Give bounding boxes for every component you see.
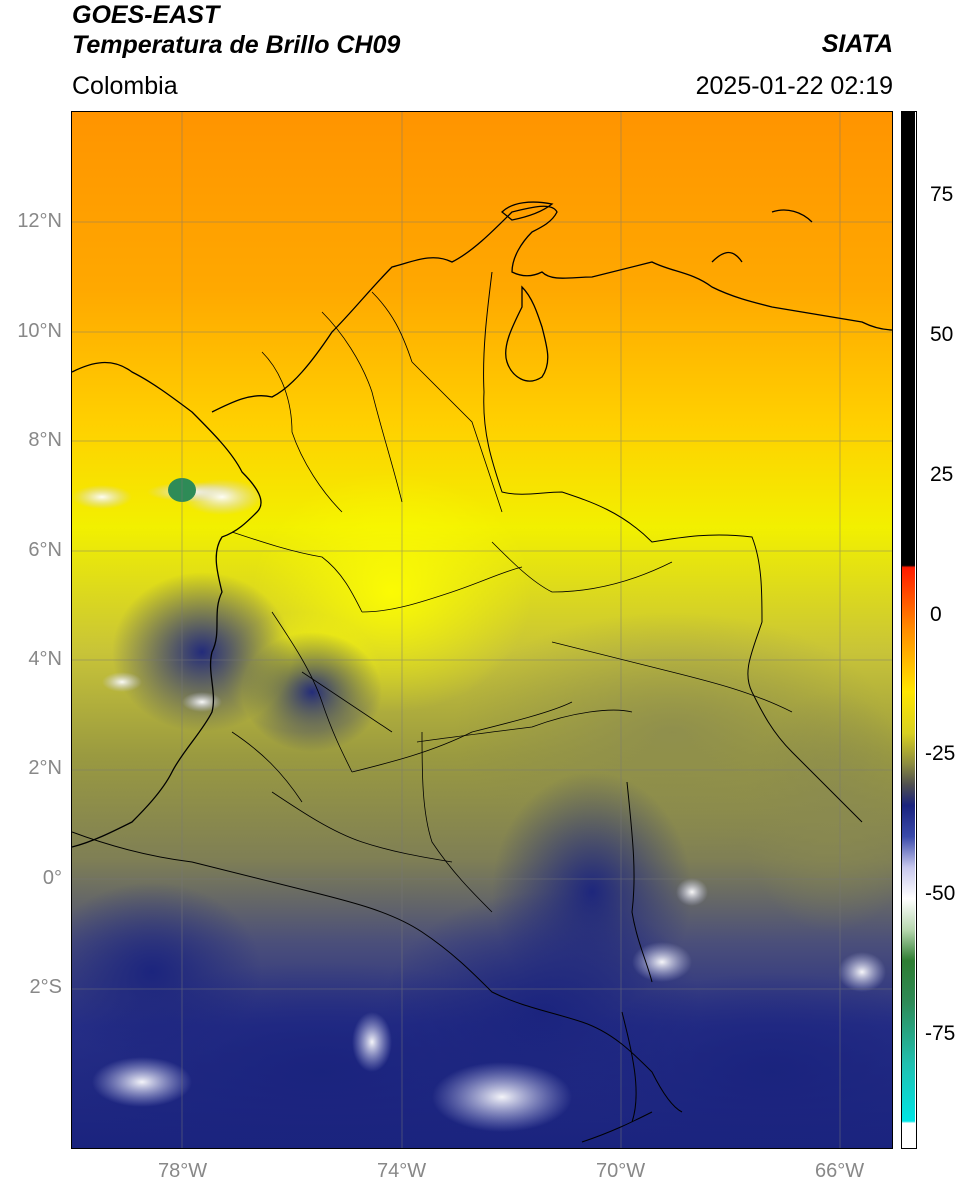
lat-tick-label: 4°N <box>28 648 62 670</box>
lon-tick-label: 66°W <box>815 1160 865 1182</box>
lat-tick-label: 12°N <box>17 210 62 232</box>
colorbar-gradient <box>902 112 915 1147</box>
lat-tick-label: 10°N <box>17 320 62 342</box>
colorbar-tick-label: -25 <box>925 742 956 766</box>
brand-label: SIATA <box>821 30 893 58</box>
map-panel[interactable] <box>71 111 893 1149</box>
colorbar-tick-label: 25 <box>930 462 954 486</box>
graticule <box>72 112 892 1148</box>
colorbar-tick-label: 75 <box>930 182 954 206</box>
colorbar-tick-label: 50 <box>930 322 954 346</box>
colorbar <box>901 111 917 1149</box>
lon-tick-label: 78°W <box>158 1160 208 1182</box>
lon-tick-label: 70°W <box>596 1160 646 1182</box>
coastline <box>72 201 892 848</box>
lat-tick-label: 8°N <box>28 429 62 451</box>
region-label: Colombia <box>72 72 178 100</box>
brightness-temperature-map <box>72 112 892 1148</box>
department-borders <box>231 291 793 913</box>
product-title: Temperatura de Brillo CH09 <box>72 31 401 59</box>
colorbar-tick-label: -50 <box>925 882 956 906</box>
colorbar-tick-label: 0 <box>930 602 942 626</box>
title-block: GOES-EAST Temperatura de Brillo CH09 <box>72 0 400 60</box>
colorbar-tick-label: -75 <box>925 1022 956 1046</box>
satellite-title: GOES-EAST <box>72 1 220 29</box>
lat-tick-label: 6°N <box>28 539 62 561</box>
lat-tick-label: 0° <box>42 867 62 889</box>
lat-tick-label: 2°S <box>29 976 62 998</box>
lon-tick-label: 74°W <box>377 1160 427 1182</box>
lat-tick-label: 2°N <box>28 757 62 779</box>
national-borders <box>72 271 863 1143</box>
timestamp-label: 2025-01-22 02:19 <box>695 72 893 100</box>
